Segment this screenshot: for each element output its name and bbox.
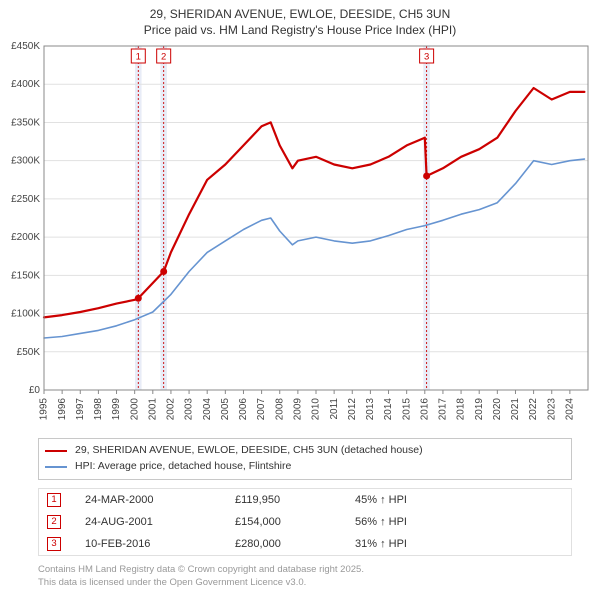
chart-title-block: 29, SHERIDAN AVENUE, EWLOE, DEESIDE, CH5… [0, 0, 600, 42]
svg-text:2008: 2008 [274, 398, 285, 421]
svg-text:2017: 2017 [438, 398, 449, 421]
legend-swatch [45, 466, 67, 468]
chart-svg: £0 £50K £100K £150K £200K £250K £300K £350K £400… [0, 42, 600, 432]
svg-text:1: 1 [136, 52, 141, 63]
sale-row: 3 10-FEB-2016£280,00031% ↑ HPI [39, 533, 571, 555]
svg-text:2004: 2004 [202, 398, 213, 421]
svg-text:2000: 2000 [129, 398, 140, 421]
svg-text:2012: 2012 [347, 398, 358, 421]
svg-text:2009: 2009 [293, 398, 304, 421]
svg-text:2: 2 [161, 52, 166, 63]
svg-text:2019: 2019 [474, 398, 485, 421]
svg-text:2013: 2013 [365, 398, 376, 421]
svg-text:2023: 2023 [546, 398, 557, 421]
svg-text:£400K: £400K [11, 80, 40, 91]
svg-text:£350K: £350K [11, 118, 40, 129]
sale-price: £280,000 [235, 538, 355, 550]
title-line-1: 29, SHERIDAN AVENUE, EWLOE, DEESIDE, CH5… [10, 6, 590, 22]
svg-text:£50K: £50K [17, 347, 41, 358]
footer-line-1: Contains HM Land Registry data © Crown c… [38, 564, 572, 577]
sale-price: £154,000 [235, 516, 355, 528]
svg-text:1997: 1997 [75, 398, 86, 421]
legend-label: HPI: Average price, detached house, Flin… [75, 459, 291, 475]
svg-text:£450K: £450K [11, 42, 40, 52]
svg-text:1998: 1998 [93, 398, 104, 421]
svg-text:£250K: £250K [11, 194, 40, 205]
legend-label: 29, SHERIDAN AVENUE, EWLOE, DEESIDE, CH5… [75, 443, 423, 459]
svg-text:1996: 1996 [57, 398, 68, 421]
svg-text:£100K: £100K [11, 309, 40, 320]
sale-pct: 31% ↑ HPI [355, 538, 407, 550]
sale-row: 1 24-MAR-2000£119,95045% ↑ HPI [39, 489, 571, 511]
svg-text:2010: 2010 [311, 398, 322, 421]
sale-badge: 1 [47, 493, 61, 507]
svg-text:£200K: £200K [11, 232, 40, 243]
sale-badge: 2 [47, 515, 61, 529]
legend-item: HPI: Average price, detached house, Flin… [45, 459, 565, 475]
svg-text:2001: 2001 [147, 398, 158, 421]
svg-text:2016: 2016 [419, 398, 430, 421]
svg-text:2005: 2005 [220, 398, 231, 421]
svg-text:2018: 2018 [456, 398, 467, 421]
svg-text:£300K: £300K [11, 156, 40, 167]
sale-date: 24-AUG-2001 [85, 516, 235, 528]
svg-text:2015: 2015 [401, 398, 412, 421]
title-line-2: Price paid vs. HM Land Registry's House … [10, 22, 590, 38]
footer: Contains HM Land Registry data © Crown c… [38, 564, 572, 590]
sales-table: 1 24-MAR-2000£119,95045% ↑ HPI 2 24-AUG-200… [38, 488, 572, 556]
sale-date: 24-MAR-2000 [85, 494, 235, 506]
svg-text:2011: 2011 [329, 398, 340, 420]
legend: 29, SHERIDAN AVENUE, EWLOE, DEESIDE, CH5… [38, 438, 572, 480]
footer-line-2: This data is licensed under the Open Gov… [38, 577, 572, 590]
svg-text:2006: 2006 [238, 398, 249, 421]
svg-text:2020: 2020 [492, 398, 503, 421]
legend-swatch [45, 450, 67, 452]
sale-pct: 45% ↑ HPI [355, 494, 407, 506]
sale-row: 2 24-AUG-2001£154,00056% ↑ HPI [39, 511, 571, 533]
svg-text:2002: 2002 [166, 398, 177, 421]
svg-text:£0: £0 [29, 385, 41, 396]
svg-text:1995: 1995 [39, 398, 50, 421]
sale-pct: 56% ↑ HPI [355, 516, 407, 528]
svg-text:1999: 1999 [111, 398, 122, 421]
sale-badge: 3 [47, 537, 61, 551]
svg-text:2024: 2024 [565, 398, 576, 421]
svg-text:2021: 2021 [510, 398, 521, 421]
svg-text:2007: 2007 [256, 398, 267, 421]
svg-text:2022: 2022 [528, 398, 539, 421]
svg-text:£150K: £150K [11, 271, 40, 282]
sale-date: 10-FEB-2016 [85, 538, 235, 550]
svg-text:2003: 2003 [184, 398, 195, 421]
svg-text:2014: 2014 [383, 398, 394, 421]
svg-text:3: 3 [424, 52, 429, 63]
sale-price: £119,950 [235, 494, 355, 506]
chart: £0 £50K £100K £150K £200K £250K £300K £350K £400… [0, 42, 600, 432]
legend-item: 29, SHERIDAN AVENUE, EWLOE, DEESIDE, CH5… [45, 443, 565, 459]
